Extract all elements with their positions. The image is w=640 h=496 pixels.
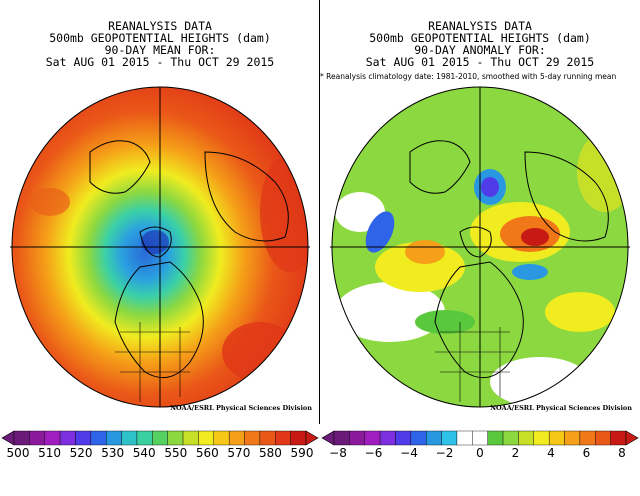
state-boundaries (115, 322, 195, 407)
anomaly-colorbar-swatch (410, 430, 427, 446)
mean-colorbar-swatches (1, 430, 319, 446)
anomaly-colorbar-swatch (349, 430, 365, 446)
mean-colorbar-swatch (75, 430, 92, 446)
mean-colorbar-ticks: 500 510 520 530 540 550 560 570 580 590 (0, 446, 320, 466)
anomaly-colorbar-swatch (426, 430, 442, 446)
anomaly-colorbar-swatch (395, 430, 412, 446)
mean-colorbar-swatch (13, 430, 30, 446)
mean-polar-map (10, 86, 310, 408)
anomaly-colorbar-swatch (610, 430, 627, 446)
anomaly-title-line-1: REANALYSIS DATA (428, 19, 532, 33)
mean-colorbar-tick-label: 560 (195, 446, 219, 460)
mean-title-line-3: 90-DAY MEAN FOR: (104, 43, 216, 57)
anomaly-polar-map (330, 86, 630, 408)
mean-colorbar-left-arrow (1, 430, 15, 446)
mean-title-line-1: REANALYSIS DATA (108, 19, 212, 33)
anomaly-colorbar-swatch (472, 430, 488, 446)
anomaly-colorbar-swatch (379, 430, 396, 446)
strong-positive-anomaly (521, 228, 549, 246)
anomaly-colorbar-swatch (456, 430, 473, 446)
mean-title-line-4: Sat AUG 01 2015 - Thu OCT 29 2015 (45, 55, 275, 69)
anomaly-colorbar-tick-label: 8 (618, 446, 626, 460)
anomaly-credit: NOAA/ESRL Physical Sciences Division (490, 404, 632, 412)
mean-colorbar-tick-label: 580 (258, 446, 282, 460)
mean-colorbar-tick-label: 570 (227, 446, 251, 460)
anomaly-colorbar-swatches (321, 430, 639, 446)
anomaly-colorbar-swatch (502, 430, 519, 446)
anomaly-colorbar-swatch (579, 430, 596, 446)
anomaly-colorbar: −8 −6 −4 −2 0 2 4 6 8 (320, 424, 640, 496)
mean-colorbar-tick-label: 520 (69, 446, 93, 460)
mean-colorbar-swatch (121, 430, 138, 446)
anomaly-title: REANALYSIS DATA 500mb GEOPOTENTIAL HEIGH… (320, 20, 640, 68)
anomaly-colorbar-tick-label: 4 (547, 446, 555, 460)
anomaly-colorbar-tick-label: 0 (476, 446, 484, 460)
anomaly-colorbar-tick-label: −6 (364, 446, 383, 460)
mean-colorbar-swatch (44, 430, 61, 446)
mean-colorbar-swatch (90, 430, 107, 446)
anomaly-title-line-4: Sat AUG 01 2015 - Thu OCT 29 2015 (365, 55, 595, 69)
mean-colorbar-tick-label: 500 (6, 446, 30, 460)
mean-colorbar-swatch (106, 430, 122, 446)
coastlines (89, 140, 289, 379)
anomaly-climatology-note: * Reanalysis climatology date: 1981-2010… (320, 72, 617, 81)
anomaly-colorbar-left-arrow (321, 430, 335, 446)
mean-colorbar-right-arrow (305, 430, 319, 446)
mean-title: REANALYSIS DATA 500mb GEOPOTENTIAL HEIGH… (0, 20, 320, 68)
anomaly-colorbar-tick-label: 6 (582, 446, 591, 460)
mean-colorbar: 500 510 520 530 540 550 560 570 580 590 (0, 424, 320, 496)
mean-colorbar-swatch (29, 430, 45, 446)
mean-credit: NOAA/ESRL Physical Sciences Division (170, 404, 312, 412)
anomaly-colorbar-tick-label: −2 (435, 446, 454, 460)
anomaly-colorbar-swatch (533, 430, 550, 446)
mean-colorbar-swatch (152, 430, 168, 446)
mean-colorbar-tick-label: 590 (290, 446, 314, 460)
mean-colorbar-swatch (182, 430, 199, 446)
mean-colorbar-tick-label: 510 (38, 446, 61, 460)
mean-colorbar-swatch (213, 430, 230, 446)
anomaly-title-line-3: 90-DAY ANOMALY FOR: (414, 43, 546, 57)
anomaly-colorbar-swatch (564, 430, 581, 446)
mean-colorbar-swatch (136, 430, 153, 446)
mean-colorbar-swatch (167, 430, 184, 446)
anomaly-colorbar-swatch (548, 430, 565, 446)
anomaly-colorbar-right-arrow (625, 430, 639, 446)
anomaly-colorbar-swatch (518, 430, 534, 446)
panel-divider (319, 0, 320, 424)
mean-panel: REANALYSIS DATA 500mb GEOPOTENTIAL HEIGH… (0, 20, 320, 496)
mean-colorbar-swatch (198, 430, 214, 446)
anomaly-colorbar-swatch (441, 430, 458, 446)
anomaly-coastlines (409, 140, 609, 379)
anomaly-colorbar-swatch (364, 430, 381, 446)
mean-colorbar-tick-label: 550 (164, 446, 188, 460)
mean-colorbar-tick-label: 530 (101, 446, 125, 460)
anomaly-neutral-region (335, 282, 445, 342)
mean-title-line-2: 500mb GEOPOTENTIAL HEIGHTS (dam) (49, 31, 271, 45)
anomaly-colorbar-tick-label: −8 (329, 446, 347, 460)
mean-colorbar-swatch (290, 430, 307, 446)
anomaly-colorbar-swatch (487, 430, 504, 446)
mean-colorbar-tick-label: 540 (132, 446, 156, 460)
strong-negative-anomaly (481, 177, 499, 197)
mean-colorbar-swatch (275, 430, 291, 446)
anomaly-colorbar-ticks: −8 −6 −4 −2 0 2 4 6 8 (320, 446, 640, 466)
anomaly-colorbar-swatch (333, 430, 350, 446)
mean-colorbar-swatch (228, 430, 245, 446)
anomaly-colorbar-tick-label: −4 (400, 446, 418, 460)
anomaly-title-line-2: 500mb GEOPOTENTIAL HEIGHTS (dam) (369, 31, 591, 45)
mean-colorbar-swatch (244, 430, 261, 446)
anomaly-panel: REANALYSIS DATA 500mb GEOPOTENTIAL HEIGH… (320, 0, 640, 496)
mean-colorbar-swatch (259, 430, 276, 446)
mean-colorbar-swatch (59, 430, 76, 446)
anomaly-colorbar-tick-label: 2 (511, 446, 520, 460)
anomaly-colorbar-swatch (595, 430, 611, 446)
